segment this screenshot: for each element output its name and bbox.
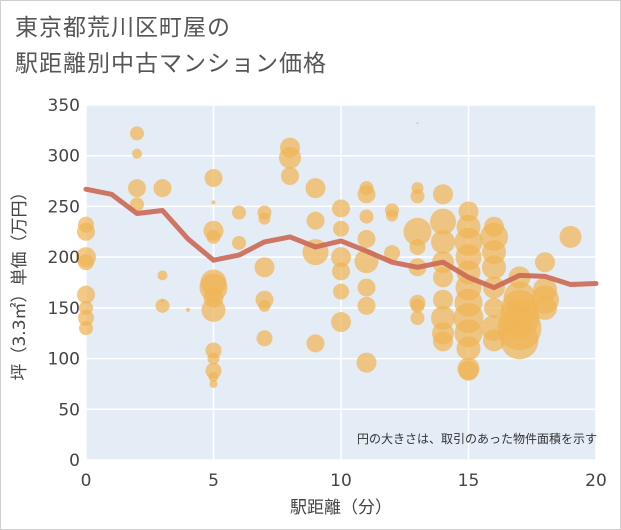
data-bubble	[232, 205, 246, 220]
data-bubble	[208, 371, 219, 382]
y-axis-label: 坪（3.3㎡）単価（万円）	[10, 183, 30, 380]
x-tick-label: 20	[585, 471, 607, 491]
data-bubble	[482, 255, 506, 280]
data-bubble	[357, 278, 376, 297]
y-tick-label: 350	[48, 96, 80, 116]
data-bubble	[306, 211, 325, 230]
data-bubble	[416, 122, 419, 125]
data-bubble	[232, 235, 246, 250]
data-bubble	[211, 200, 216, 205]
data-bubble	[433, 289, 453, 310]
data-bubble	[77, 285, 95, 304]
data-bubble	[207, 352, 220, 365]
data-bubble	[384, 245, 400, 262]
data-bubble	[258, 212, 271, 225]
chart-title-line2: 駅距離別中古マンション価格	[15, 51, 327, 77]
data-bubble	[533, 295, 557, 320]
data-bubble	[535, 252, 555, 273]
data-bubble	[433, 331, 453, 352]
data-bubble	[559, 225, 582, 248]
chart-title: 東京都荒川区町屋の 駅距離別中古マンション価格	[15, 10, 327, 82]
data-bubble	[331, 312, 351, 333]
data-bubble	[410, 298, 425, 313]
data-bubble	[186, 307, 190, 312]
y-tick-label: 250	[48, 197, 80, 217]
data-bubble	[155, 298, 170, 313]
y-tick-label: 50	[58, 400, 80, 420]
data-bubble	[128, 179, 146, 198]
data-bubble	[433, 267, 453, 288]
y-tick-label: 150	[48, 299, 80, 319]
data-bubble	[254, 257, 275, 278]
data-bubble	[204, 169, 223, 188]
data-bubble	[78, 254, 94, 271]
data-bubble	[410, 189, 425, 204]
data-bubble	[79, 321, 93, 336]
data-bubble	[153, 179, 172, 198]
data-bubble	[305, 178, 326, 199]
y-tick-label: 300	[48, 147, 80, 167]
data-bubble	[306, 334, 325, 353]
y-tick-label: 100	[48, 350, 80, 370]
data-bubble	[78, 310, 94, 326]
data-bubble	[403, 217, 432, 246]
x-tick-label: 10	[330, 471, 352, 491]
data-bubble	[206, 229, 221, 244]
x-axis-ticks: 0 5 10 15 20	[81, 471, 607, 491]
chart-title-line1: 東京都荒川区町屋の	[15, 15, 231, 41]
data-bubble	[359, 209, 374, 224]
data-bubble	[332, 262, 350, 281]
data-bubble	[333, 220, 349, 237]
y-tick-label: 200	[48, 248, 80, 268]
data-bubble	[357, 229, 376, 248]
data-bubble	[157, 270, 168, 281]
data-bubble	[333, 283, 349, 300]
data-bubble	[431, 229, 455, 254]
bubble-layer	[76, 122, 582, 388]
x-tick-label: 5	[208, 471, 219, 491]
data-bubble	[256, 330, 273, 347]
average-price-line	[83, 186, 599, 291]
data-bubble	[279, 146, 301, 169]
data-bubble	[332, 199, 350, 218]
data-bubble	[77, 222, 95, 241]
data-bubble	[357, 185, 376, 204]
data-bubble	[433, 184, 453, 205]
x-tick-label: 0	[81, 471, 92, 491]
data-bubble	[331, 247, 351, 268]
data-bubble	[386, 209, 398, 222]
data-bubble	[458, 360, 479, 381]
data-bubble	[130, 126, 144, 141]
size-annotation: 円の大きさは、取引のあった物件面積を示す	[357, 431, 597, 446]
data-bubble	[356, 352, 377, 373]
y-tick-label: 0	[69, 451, 80, 471]
data-bubble	[484, 297, 504, 318]
data-bubble	[410, 311, 425, 325]
data-bubble	[409, 239, 426, 255]
data-bubble	[201, 297, 226, 322]
data-bubble	[456, 336, 481, 361]
data-bubble	[132, 148, 142, 159]
x-tick-label: 15	[458, 471, 480, 491]
x-axis-label: 駅距離（分）	[290, 498, 392, 518]
data-bubble	[258, 299, 271, 312]
data-bubble	[357, 296, 376, 315]
data-bubble	[281, 167, 299, 185]
data-bubble	[500, 321, 539, 360]
y-axis-ticks: 0 50 100 150 200 250 300 350	[48, 96, 80, 471]
data-bubble	[430, 208, 456, 235]
data-bubble	[209, 379, 218, 388]
